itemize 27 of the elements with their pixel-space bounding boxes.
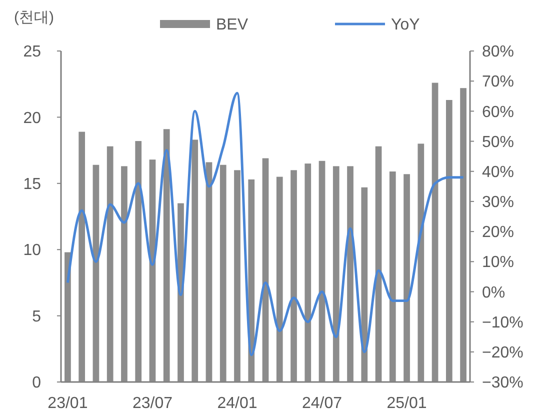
y2-tick-label: 60% (482, 104, 514, 121)
y-tick-label: 0 (32, 374, 42, 392)
y2-tick-label: 20% (482, 224, 514, 242)
line-series (66, 92, 465, 356)
y2-tick-label: −20% (482, 344, 524, 362)
y-axis-title: (천대) (14, 9, 54, 26)
x-tick-label: 24/01 (217, 395, 258, 412)
y2-tick-label: −30% (482, 374, 524, 392)
y2-tick-label: −10% (482, 314, 524, 332)
x-tick-label: 25/01 (386, 395, 427, 412)
y-tick-label: 15 (23, 176, 42, 193)
y-tick-label: 20 (23, 110, 42, 127)
y2-tick-label: 0% (482, 284, 506, 302)
x-tick-label: 23/07 (132, 395, 173, 412)
y2-tick-label: 10% (482, 254, 514, 272)
legend-label: YoY (391, 16, 420, 34)
y2-tick-label: 70% (482, 74, 514, 91)
y2-tick-label: 40% (482, 164, 514, 181)
legend-label: BEV (216, 16, 248, 34)
y2-tick-label: 80% (482, 44, 514, 61)
y2-tick-label: 30% (482, 194, 514, 212)
x-tick-label: 23/01 (48, 395, 88, 412)
y-tick-label: 10 (23, 242, 42, 260)
y-tick-label: 5 (32, 308, 42, 326)
x-tick-label: 24/07 (302, 395, 342, 412)
y2-tick-label: 50% (482, 134, 514, 151)
y-tick-label: 25 (23, 44, 42, 61)
